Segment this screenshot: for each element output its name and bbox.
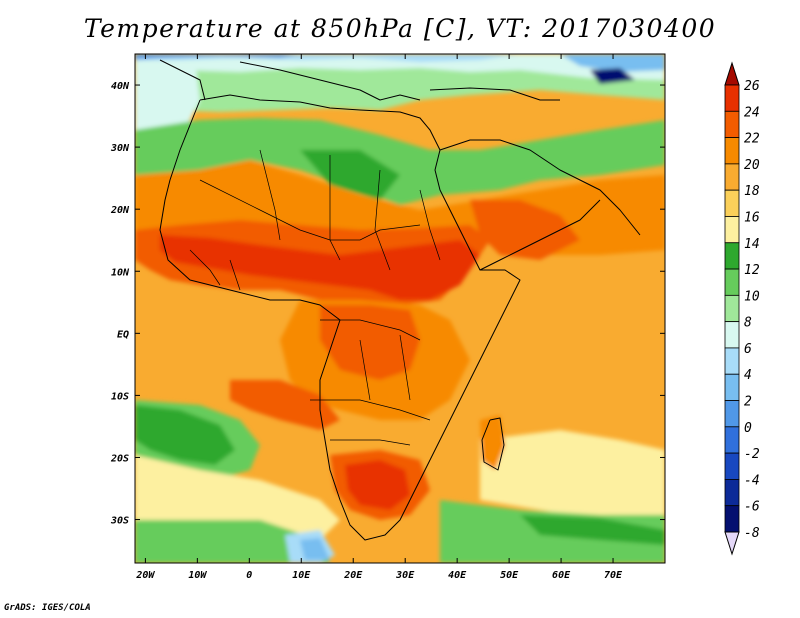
colorbar-label: 16: [744, 210, 760, 225]
colorbar-segment: [724, 84, 740, 112]
latitude-axis: 40N 30N 20N 10N EQ 10S 20S 30S: [110, 81, 665, 527]
colorbar-label: 26: [744, 79, 760, 94]
x-tick-label: 20E: [343, 570, 363, 581]
credit-label: GrADS: IGES/COLA: [4, 603, 91, 613]
colorbar-segment: [724, 294, 740, 323]
colorbar-segment: [724, 452, 740, 480]
colorbar-segment: [724, 216, 740, 244]
y-tick-label: 40N: [111, 81, 130, 92]
colorbar-bottom-arrow: [724, 531, 740, 556]
y-tick-label: 10S: [111, 391, 129, 402]
colorbar-top-arrow: [724, 61, 740, 86]
x-tick-label: 10E: [292, 570, 311, 581]
colorbar-segment: [724, 479, 740, 507]
x-tick-label: 40E: [448, 570, 467, 581]
colorbar-segment: [724, 505, 740, 533]
map-title: Temperature at 850hPa [C], VT: 201703040…: [83, 14, 717, 43]
country-borders: [189, 149, 441, 446]
colorbar-segment: [724, 137, 740, 165]
x-tick-label: 50E: [500, 570, 519, 581]
colorbar-segment: [724, 321, 740, 349]
colorbar-segment: [724, 110, 740, 138]
colorbar-label: 10: [744, 289, 760, 304]
x-tick-label: 10W: [188, 570, 207, 581]
colorbar-segment: [724, 347, 740, 375]
colorbar-label: 2: [744, 395, 752, 410]
map-frame: [134, 53, 666, 564]
colorbar-label: 20: [744, 158, 760, 173]
x-tick-label: 60E: [552, 570, 571, 581]
colorbar-label: 4: [744, 368, 752, 383]
x-tick-label: 30E: [395, 570, 415, 581]
colorbar-label: 22: [744, 132, 760, 147]
colorbar-segment: [724, 242, 740, 270]
temperature-field: [135, 54, 665, 563]
colorbar-label: 0: [744, 421, 752, 436]
y-tick-label: 20N: [110, 205, 130, 216]
colorbar-label: 18: [744, 184, 760, 199]
colorbar-label: 24: [744, 105, 760, 120]
colorbar-segment: [724, 373, 740, 401]
colorbar-label: 12: [744, 263, 760, 278]
x-tick-label: 20W: [135, 570, 155, 581]
longitude-axis: 20W 10W 0 10E 20E 30E 40E 50E 60E 70E: [135, 54, 623, 581]
colorbar-segment: [724, 163, 740, 191]
colorbar-segment: [724, 400, 740, 428]
colorbar-label: 6: [744, 342, 752, 357]
colorbar-label: -8: [744, 526, 760, 541]
y-tick-label: EQ: [117, 329, 129, 340]
colorbar-segment: [724, 268, 740, 296]
colorbar-label: -6: [744, 500, 760, 515]
y-tick-label: 30S: [110, 516, 129, 527]
colorbar-segment: [724, 426, 740, 454]
colorbar-label: 8: [744, 316, 752, 331]
colorbar-label: -2: [744, 447, 760, 462]
y-tick-label: 10N: [111, 267, 130, 278]
colorbar-label: -4: [744, 473, 760, 488]
x-tick-label: 0: [246, 570, 252, 581]
y-tick-label: 30N: [110, 143, 130, 154]
colorbar-label: 14: [744, 237, 760, 252]
x-tick-label: 70E: [604, 570, 623, 581]
colorbar-segment: [724, 189, 740, 217]
y-tick-label: 20S: [110, 453, 129, 464]
coastline-outline: [159, 59, 641, 541]
